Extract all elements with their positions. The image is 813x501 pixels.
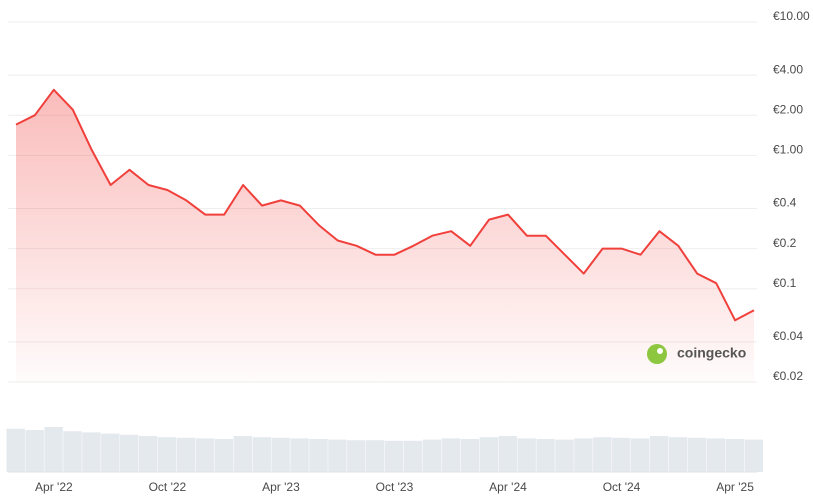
volume-bar	[536, 439, 555, 472]
volume-bar	[252, 437, 271, 472]
volume-bar	[687, 437, 707, 472]
volume-bar	[574, 438, 593, 472]
y-tick-label: €0.1	[773, 276, 797, 290]
volume-bar	[422, 439, 442, 472]
volume-bar	[44, 427, 63, 472]
volume-bar	[498, 436, 517, 472]
volume-bar	[649, 436, 669, 472]
volume-bar	[347, 440, 366, 472]
volume-bar	[612, 437, 631, 472]
x-tick-label: Oct '22	[149, 480, 187, 494]
y-tick-label: €0.04	[773, 329, 803, 343]
x-tick-label: Apr '24	[489, 480, 527, 494]
watermark-text: coingecko	[677, 345, 746, 361]
volume-bar	[176, 437, 196, 472]
logo	[647, 344, 667, 364]
volume-bar	[328, 439, 347, 472]
volume-bar	[195, 438, 215, 472]
y-tick-label: €0.2	[773, 236, 797, 250]
volume-bar	[479, 437, 499, 472]
x-tick-label: Oct '24	[603, 480, 641, 494]
volume-bar	[120, 434, 139, 472]
volume-bar	[385, 440, 404, 472]
volume-bar	[271, 437, 290, 472]
volume-bar	[139, 436, 158, 472]
x-tick-label: Apr '25	[716, 480, 754, 494]
y-tick-label: €0.02	[773, 369, 803, 383]
volume-bar	[460, 439, 480, 472]
y-tick-label: €4.00	[773, 62, 803, 76]
volume-bar	[6, 428, 25, 472]
volume-bar	[744, 439, 763, 472]
volume-bar	[555, 439, 574, 472]
logo-eye	[657, 348, 663, 354]
volume-bar	[101, 433, 120, 472]
volume-bar	[366, 440, 385, 472]
volume-bar	[214, 439, 234, 472]
volume-bar	[593, 437, 612, 472]
price-line	[15, 88, 755, 322]
x-tick-label: Apr '23	[262, 480, 300, 494]
volume-bar	[631, 438, 650, 472]
y-tick-label: €2.00	[773, 102, 803, 116]
watermark: coingecko	[647, 344, 746, 364]
x-tick-label: Apr '22	[35, 480, 73, 494]
volume-bar	[157, 437, 177, 472]
price-area	[16, 89, 754, 383]
volume-bar	[233, 436, 253, 472]
volume-bar	[63, 431, 82, 472]
volume-bar	[517, 438, 536, 472]
volume-bar	[725, 439, 745, 472]
volume-bar	[25, 430, 44, 472]
volume-bar	[441, 438, 461, 472]
volume-bar	[290, 438, 309, 472]
y-tick-label: €0.4	[773, 196, 797, 210]
volume-bar	[403, 440, 423, 472]
volume-bar	[706, 438, 726, 472]
volume-bar	[309, 439, 328, 472]
y-tick-label: €1.00	[773, 143, 803, 157]
volume-bar	[82, 432, 101, 472]
volume-bar	[668, 437, 688, 472]
x-tick-label: Oct '23	[376, 480, 414, 494]
y-tick-label: €10.00	[773, 9, 810, 23]
